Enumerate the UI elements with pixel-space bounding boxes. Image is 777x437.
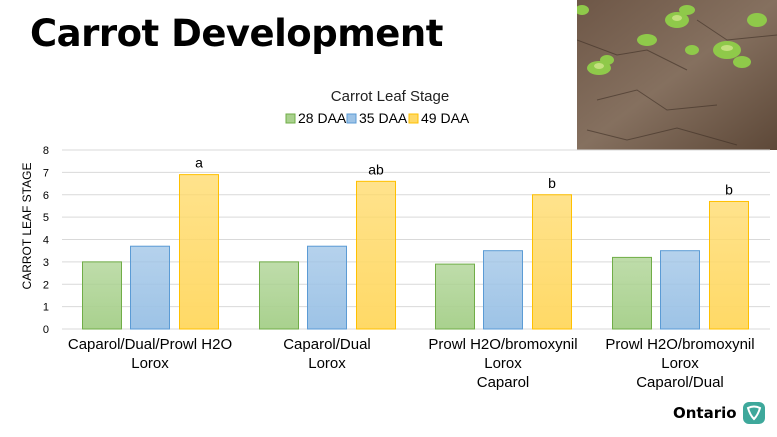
category-label: Lorox [661, 355, 699, 372]
bar-35-daa [660, 250, 700, 330]
category-label: Prowl H2O/bromoxynil [605, 336, 754, 353]
significance-label: ab [368, 161, 384, 177]
legend-swatch [408, 113, 419, 124]
legend-swatch [346, 113, 357, 124]
bar-35-daa [307, 245, 347, 330]
bar-49-daa [356, 180, 396, 330]
y-tick-label: 2 [43, 279, 49, 291]
y-tick-label: 6 [43, 190, 49, 202]
category-label: Lorox [131, 355, 169, 372]
category-label: Prowl H2O/bromoxynil [428, 336, 577, 353]
legend-label: 49 DAA [421, 110, 470, 126]
y-tick-label: 0 [43, 324, 49, 336]
logo-text: Ontario [673, 404, 737, 422]
bar-28-daa [435, 263, 475, 330]
category-label: Caparol/Dual/Prowl H2O [68, 336, 232, 353]
y-tick-label: 5 [43, 212, 49, 224]
y-tick-label: 7 [43, 167, 49, 179]
bar-49-daa [179, 174, 219, 330]
y-tick-label: 1 [43, 302, 49, 314]
y-tick-label: 3 [43, 257, 49, 269]
legend-label: 35 DAA [359, 110, 408, 126]
legend: 28 DAA 35 DAA 49 DAA [285, 110, 470, 126]
bar-35-daa [130, 245, 170, 330]
bar-49-daa [532, 194, 572, 330]
carrot-seedling-photo [577, 0, 777, 150]
category-label: Lorox [308, 355, 346, 372]
category-label: Caparol/Dual [283, 336, 371, 353]
legend-label: 28 DAA [298, 110, 347, 126]
bar-28-daa [612, 256, 652, 330]
chart-title: Carrot Leaf Stage [331, 88, 449, 105]
significance-label: a [195, 155, 203, 171]
significance-label: b [548, 175, 556, 191]
category-label: Lorox [484, 355, 522, 372]
category-label: Caparol [477, 374, 530, 391]
legend-swatch [285, 113, 296, 124]
trillium-icon [742, 402, 765, 424]
bar-28-daa [259, 261, 299, 330]
y-axis-label: CARROT LEAF STAGE [20, 163, 34, 290]
y-tick-label: 8 [43, 145, 49, 157]
significance-label: b [725, 181, 733, 197]
bar-35-daa [483, 250, 523, 330]
category-label: Caparol/Dual [636, 374, 724, 391]
bar-28-daa [82, 261, 122, 330]
bar-49-daa [709, 200, 749, 330]
y-tick-label: 4 [43, 235, 49, 247]
ontario-logo: Ontario [673, 402, 765, 424]
slide-title: Carrot Development [30, 12, 443, 55]
